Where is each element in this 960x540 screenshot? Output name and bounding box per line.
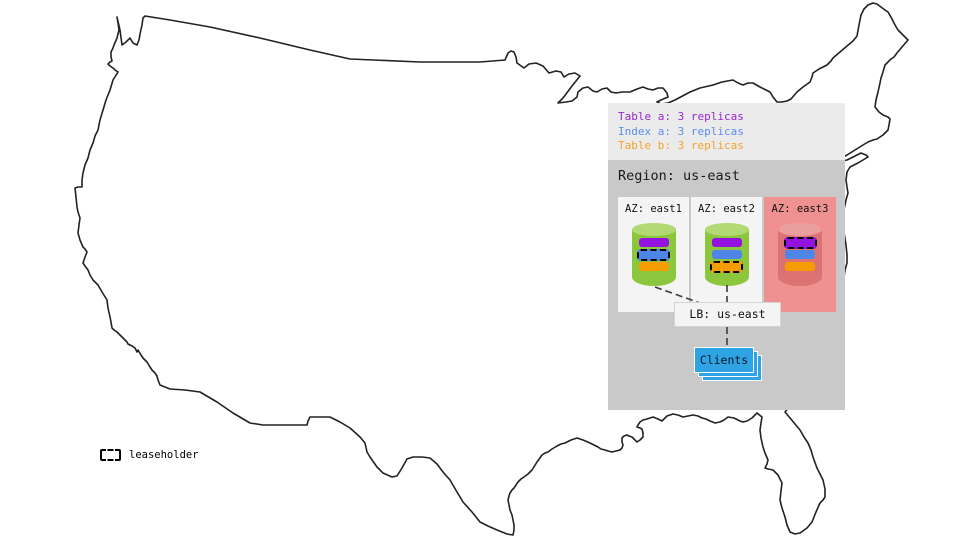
clients-stack: Clients [694, 347, 764, 383]
leaseholder-legend: leaseholder [100, 449, 199, 461]
database-cylinder-east2 [704, 223, 749, 286]
leaseholder-label: leaseholder [129, 449, 199, 461]
replica-bars [632, 238, 676, 271]
replica-table-a [711, 238, 742, 247]
region-us-east: Region: us-east AZ: east1 AZ: east2 [608, 160, 845, 410]
cylinder-top [631, 223, 676, 236]
legend-table-a: Table a: 3 replicas [618, 110, 744, 123]
replica-legend: Table a: 3 replicas Index a: 3 replicas … [608, 103, 845, 160]
legend-table-b: Table b: 3 replicas [618, 139, 744, 152]
replica-index-a [711, 250, 742, 259]
database-cylinder-east3 [778, 223, 822, 286]
replica-bars [778, 236, 822, 271]
az-east1-label: AZ: east1 [625, 203, 682, 215]
us-contiguous-outline [74, 2, 909, 536]
leaseholder-swatch-icon [100, 449, 121, 461]
database-cylinder-east1 [631, 223, 676, 286]
replica-table-b [785, 262, 815, 271]
replica-table-b [638, 262, 669, 271]
replica-index-a [785, 250, 815, 259]
az-east3: AZ: east3 [764, 197, 836, 312]
load-balancer: LB: us-east [674, 302, 781, 327]
az-east2: AZ: east2 [691, 197, 762, 312]
az-east2-label: AZ: east2 [698, 203, 755, 215]
replica-bars [705, 238, 749, 273]
replica-index-a-leaseholder [637, 248, 670, 261]
replica-table-a-leaseholder [783, 236, 817, 249]
replica-table-b-leaseholder [710, 260, 743, 273]
clients-box: Clients [694, 347, 754, 373]
az-east3-label: AZ: east3 [771, 203, 829, 215]
region-title: Region: us-east [618, 168, 740, 184]
az-row: AZ: east1 AZ: east2 [618, 197, 836, 312]
replica-table-a [638, 238, 669, 247]
cylinder-top [704, 223, 749, 236]
legend-index-a: Index a: 3 replicas [618, 124, 744, 138]
az-east1: AZ: east1 [618, 197, 689, 312]
cylinder-top [778, 223, 822, 236]
